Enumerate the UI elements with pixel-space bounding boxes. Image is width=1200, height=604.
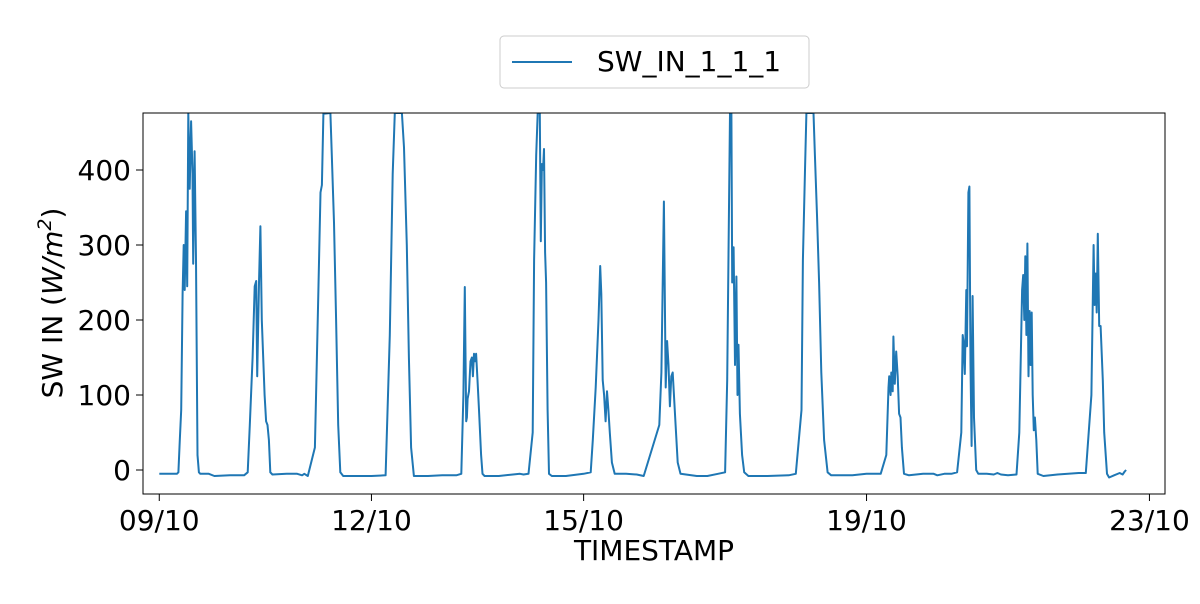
y-tick-label: 300 — [78, 229, 131, 262]
y-tick-label: 0 — [113, 454, 131, 487]
legend-label: SW_IN_1_1_1 — [597, 45, 781, 78]
x-tick-label: 15/10 — [543, 504, 624, 537]
x-axis-ticks: 09/10 12/10 15/10 19/10 23/10 — [119, 494, 1190, 537]
plot-area — [143, 113, 1165, 494]
y-axis-ticks: 0 100 200 300 400 — [78, 154, 143, 487]
legend-box — [499, 35, 810, 89]
y-tick-label: 400 — [78, 154, 131, 187]
x-axis-label: TIMESTAMP — [573, 534, 734, 567]
series-line-sw-in — [159, 113, 1127, 479]
x-tick-label: 19/10 — [826, 504, 907, 537]
y-tick-label: 100 — [78, 379, 131, 412]
y-axis-label: SW IN (W/m2) — [34, 208, 69, 399]
x-tick-label: 23/10 — [1109, 504, 1190, 537]
x-tick-label: 09/10 — [119, 504, 200, 537]
y-tick-label: 200 — [78, 304, 131, 337]
legend: SW_IN_1_1_1 — [499, 35, 810, 89]
plot-frame — [142, 112, 1166, 495]
x-tick-label: 12/10 — [331, 504, 412, 537]
